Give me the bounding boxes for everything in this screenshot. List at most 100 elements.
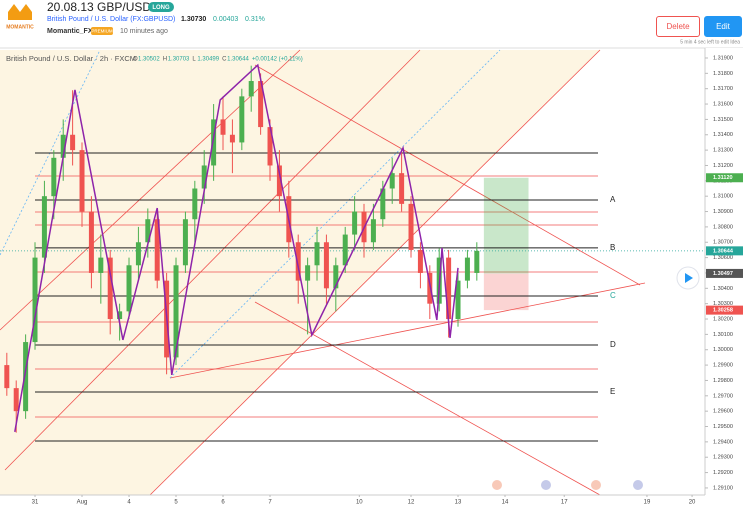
y-tick-label: 1.31700 <box>713 86 733 92</box>
candle-body <box>154 219 160 281</box>
y-tick-label: 1.30300 <box>713 301 733 307</box>
price-axis-bg <box>705 48 743 508</box>
candle-body <box>295 242 301 281</box>
logo-icon <box>8 4 32 20</box>
x-tick-label: 19 <box>644 500 651 506</box>
x-tick-label: Aug <box>77 500 88 506</box>
author[interactable]: Momantic_FX <box>47 28 93 35</box>
y-tick-label: 1.31800 <box>713 71 733 77</box>
candle-body <box>98 257 104 273</box>
x-tick-label: 13 <box>455 500 462 506</box>
legend-key: C <box>222 57 227 63</box>
x-tick-label: 17 <box>561 500 568 506</box>
time-ago: 10 minutes ago <box>120 28 168 35</box>
candle-body <box>4 365 10 389</box>
candle-body <box>276 165 282 197</box>
level-label: B <box>610 243 615 252</box>
legend-key: L <box>192 57 196 63</box>
chart-title: British Pound / U.S. Dollar · 2h · FXCM <box>6 54 136 63</box>
event-icon <box>492 480 502 490</box>
price-tag-label: 1.30258 <box>713 308 733 314</box>
channel <box>0 49 501 379</box>
y-tick-label: 1.30200 <box>713 316 733 322</box>
y-tick-label: 1.31000 <box>713 194 733 200</box>
price-tag <box>706 173 743 183</box>
legend-value: 1.30499 <box>197 57 219 63</box>
price-tag <box>706 268 743 278</box>
level-label: C <box>610 291 616 300</box>
candle-body <box>23 342 29 412</box>
long-badge <box>148 2 174 12</box>
x-tick-label: 14 <box>502 500 509 506</box>
candle-body <box>117 311 123 320</box>
y-tick-label: 1.30700 <box>713 240 733 246</box>
y-tick-label: 1.30000 <box>713 347 733 353</box>
candle-body <box>380 188 386 220</box>
price-tag <box>706 305 743 315</box>
y-tick-label: 1.30400 <box>713 286 733 292</box>
candle-body <box>370 219 376 243</box>
legend-key: O <box>133 57 138 63</box>
price-tag-label: 1.31120 <box>713 175 733 181</box>
y-tick-label: 1.31300 <box>713 148 733 154</box>
y-tick-label: 1.29700 <box>713 393 733 399</box>
y-tick-label: 1.29400 <box>713 439 733 445</box>
symbol[interactable]: British Pound / U.S. Dollar (FX:GBPUSD) <box>47 16 175 23</box>
trend-line <box>254 301 601 496</box>
event-icon <box>591 480 601 490</box>
loss-zone <box>483 273 529 311</box>
delete-button[interactable]: Delete <box>656 16 700 37</box>
candle-body <box>333 265 339 289</box>
candle-body <box>464 257 470 281</box>
trend-line <box>0 49 301 331</box>
x-tick-label: 12 <box>408 500 415 506</box>
candle-body <box>70 134 76 151</box>
y-tick-label: 1.29100 <box>713 485 733 491</box>
premium-text: PREMIUM <box>91 29 113 34</box>
y-tick-label: 1.29200 <box>713 470 733 476</box>
drawings <box>0 49 646 496</box>
header-bg <box>0 0 743 48</box>
play-icon <box>685 273 693 283</box>
legend-key: H <box>163 57 167 63</box>
candle-body <box>220 119 226 135</box>
y-tick-label: 1.29500 <box>713 424 733 430</box>
long-badge-text: LONG <box>152 5 170 11</box>
candle-body <box>446 257 452 320</box>
x-tick-label: 4 <box>127 500 131 506</box>
candle-body <box>267 127 273 166</box>
legend-value: +0.00142 (+0.11%) <box>252 57 303 63</box>
y-tick-label: 1.29300 <box>713 455 733 461</box>
profit-zone <box>483 177 529 274</box>
y-tick-label: 1.29800 <box>713 378 733 384</box>
y-tick-label: 1.30800 <box>713 224 733 230</box>
level-label: E <box>610 387 615 396</box>
edit-note: 5 min 4 sec left to edit Idea <box>680 39 740 45</box>
candle-body <box>32 257 38 343</box>
candle-body <box>352 211 358 235</box>
candle-body <box>417 249 423 273</box>
candle-body <box>135 242 141 266</box>
price: 1.30730 <box>181 16 206 23</box>
candle-body <box>182 219 188 266</box>
trend-line <box>149 49 601 496</box>
change: 0.00403 <box>213 16 238 23</box>
candle-body <box>389 173 395 189</box>
candle-body <box>258 81 264 128</box>
y-tick-label: 1.31900 <box>713 55 733 61</box>
dotted-line <box>169 49 501 379</box>
level-label: D <box>610 340 616 349</box>
candle-body <box>455 280 461 320</box>
y-tick-label: 1.30100 <box>713 332 733 338</box>
y-tick-label: 1.29900 <box>713 363 733 369</box>
legend-value: 1.30502 <box>138 57 160 63</box>
y-tick-label: 1.30600 <box>713 255 733 261</box>
candle-body <box>13 388 19 412</box>
candle-body <box>314 242 320 266</box>
y-tick-label: 1.29600 <box>713 409 733 415</box>
edit-button[interactable]: Edit <box>704 16 742 37</box>
event-icon <box>633 480 643 490</box>
candle-body <box>126 265 132 312</box>
